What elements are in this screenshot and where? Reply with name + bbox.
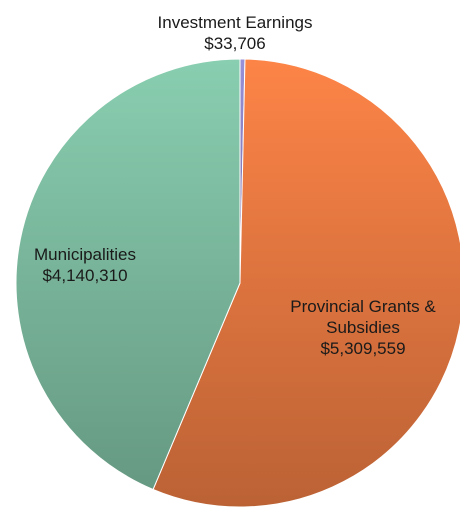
slice-label-provincial-grants: Provincial Grants & Subsidies $5,309,559 (268, 296, 458, 359)
slice-value-investment-earnings: $33,706 (204, 34, 266, 53)
slice-value-provincial-grants: $5,309,559 (320, 339, 406, 358)
slice-name-investment-earnings: Investment Earnings (157, 13, 313, 32)
slice-label-investment-earnings: Investment Earnings $33,706 (120, 12, 350, 54)
slice-name-municipalities: Municipalities (33, 245, 137, 264)
slice-name-provincial-grants-line1: Provincial Grants & (290, 297, 436, 316)
pie-slice-municipalities (15, 58, 241, 491)
slice-name-provincial-grants-line2: Subsidies (326, 318, 400, 337)
pie-slices (15, 58, 460, 508)
slice-label-municipalities: Municipalities $4,140,310 (0, 244, 170, 286)
slice-value-municipalities: $4,140,310 (42, 266, 128, 285)
pie-slice-provincial-grants-subsidies (152, 58, 460, 508)
